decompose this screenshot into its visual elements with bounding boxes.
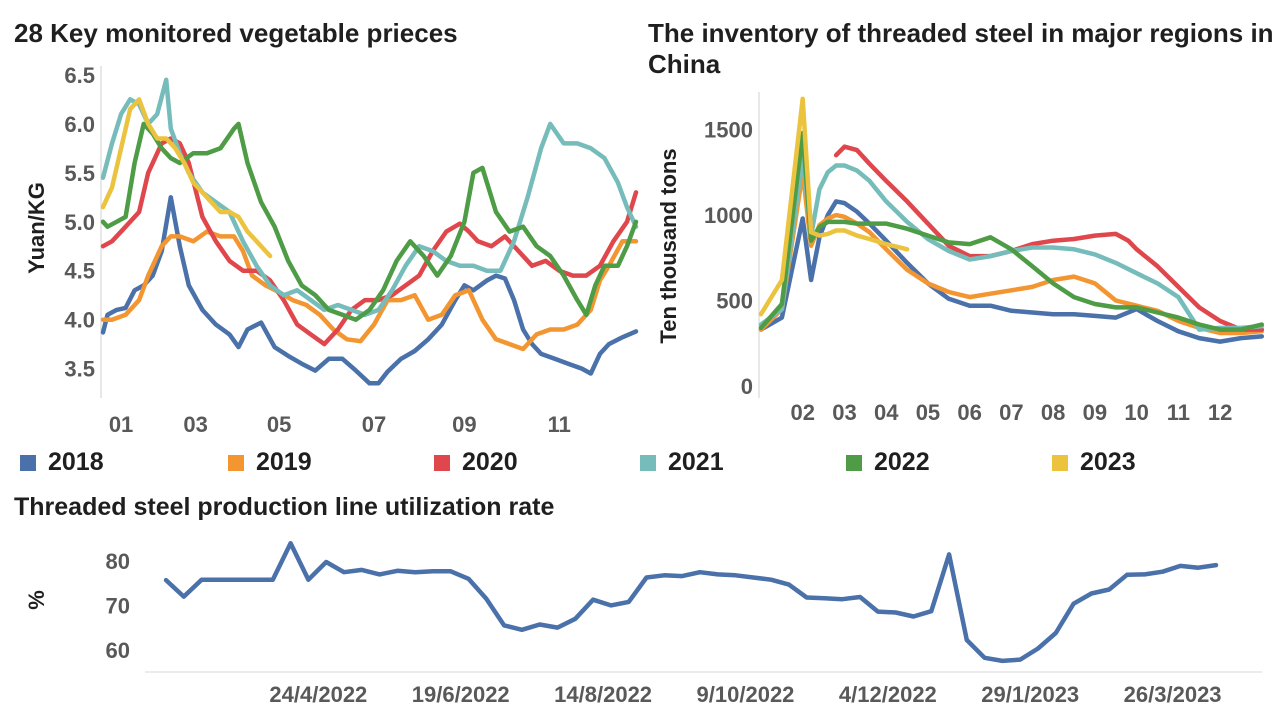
x-tick-label: 05 (916, 400, 940, 425)
vegetable-price-chart: Yuan/KG 6.5 6.0 5.5 5.0 4.5 4.0 3.5 01 03 05 07 09… (24, 63, 639, 437)
legend-swatch-2018 (20, 454, 36, 471)
utilization-line (163, 541, 1219, 664)
y-tick-label: 5.5 (64, 161, 95, 186)
y-tick-label: 70 (106, 593, 130, 618)
legend-label: 2020 (462, 448, 518, 476)
x-tick-label: 9/10/2022 (697, 682, 795, 707)
legend-label: 2023 (1080, 448, 1136, 476)
legend-swatch-2023 (1052, 454, 1068, 471)
series-line-2020 (833, 144, 1265, 332)
inventory-y-ticks: 1500 1000 500 0 (704, 118, 753, 399)
x-tick-label: 11 (1167, 400, 1190, 425)
vegetable-series (100, 77, 639, 386)
x-tick-label: 12 (1208, 400, 1232, 425)
y-tick-label: 1500 (704, 118, 753, 143)
legend-label: 2018 (48, 448, 104, 476)
legend-label: 2022 (874, 448, 930, 476)
x-tick-label: 03 (832, 400, 856, 425)
y-tick-label: 3.5 (64, 357, 95, 382)
vegetable-y-axis-label: Yuan/KG (24, 182, 49, 274)
y-tick-label: 80 (106, 549, 130, 574)
legend-item-2020: 2020 (434, 448, 518, 477)
y-tick-label: 4.5 (64, 259, 95, 284)
utilization-series (163, 541, 1219, 664)
x-tick-label: 09 (452, 412, 476, 437)
y-tick-label: 6.5 (64, 63, 95, 88)
legend-label: 2019 (256, 448, 312, 476)
series-line-2021 (758, 154, 1265, 332)
x-tick-label: 24/4/2022 (269, 682, 367, 707)
x-tick-label: 19/6/2022 (412, 682, 510, 707)
legend-item-2019: 2019 (228, 448, 312, 477)
x-tick-label: 11 (548, 412, 571, 437)
utilization-x-ticks: 24/4/2022 19/6/2022 14/8/2022 9/10/2022 4/12… (269, 682, 1221, 707)
legend-swatch-2022 (846, 454, 862, 471)
x-tick-label: 08 (1041, 400, 1065, 425)
x-tick-label: 07 (362, 412, 386, 437)
legend-swatch-2020 (434, 454, 450, 471)
y-tick-label: 0 (741, 374, 753, 399)
x-tick-label: 02 (790, 400, 814, 425)
y-tick-label: 6.0 (64, 112, 95, 137)
y-tick-label: 1000 (704, 203, 753, 228)
inventory-series (758, 96, 1265, 344)
y-tick-label: 60 (106, 638, 130, 663)
x-tick-label: 10 (1124, 400, 1148, 425)
y-tick-label: 4.0 (64, 308, 95, 333)
series-line-2018 (100, 195, 639, 386)
x-tick-label: 03 (183, 412, 207, 437)
x-tick-label: 01 (109, 412, 133, 437)
x-tick-label: 4/12/2022 (839, 682, 937, 707)
legend-item-2018: 2018 (20, 448, 104, 477)
legend-swatch-2021 (640, 454, 656, 471)
x-tick-label: 05 (267, 412, 291, 437)
legend-item-2021: 2021 (640, 448, 724, 477)
steel-inventory-chart-title: The inventory of threaded steel in major… (648, 18, 1274, 80)
vegetable-x-ticks: 01 03 05 07 09 11 (109, 412, 571, 437)
inventory-x-ticks: 02 03 04 05 06 07 08 09 10 11 12 (790, 400, 1232, 425)
utilization-y-ticks: 80 70 60 (106, 549, 130, 663)
series-line-2022 (758, 130, 1265, 332)
x-tick-label: 04 (874, 400, 899, 425)
vegetable-chart-title: 28 Key monitored vegetable prieces (14, 18, 458, 48)
inventory-y-axis-label: Ten thousand tons (656, 148, 681, 343)
x-tick-label: 29/1/2023 (981, 682, 1079, 707)
utilization-chart-title: Threaded steel production line utilizati… (14, 493, 555, 521)
series-line-2023 (758, 96, 910, 317)
x-tick-label: 26/3/2023 (1124, 682, 1222, 707)
utilization-chart: % 80 70 60 24/4/2022 19/6/2022 14/8/2022 9/10… (24, 541, 1262, 707)
legend-swatch-2019 (228, 454, 244, 471)
x-tick-label: 07 (999, 400, 1023, 425)
series-line-2020 (100, 136, 639, 347)
y-tick-label: 5.0 (64, 210, 95, 235)
legend-item-2023: 2023 (1052, 448, 1136, 477)
vegetable-y-ticks: 6.5 6.0 5.5 5.0 4.5 4.0 3.5 (64, 63, 95, 382)
legend-item-2022: 2022 (846, 448, 930, 477)
utilization-y-axis-label: % (24, 590, 49, 610)
series-line-2023 (100, 97, 273, 259)
x-tick-label: 06 (957, 400, 981, 425)
shared-legend: 2018 2019 2020 2021 2022 2023 (0, 448, 1280, 484)
series-line-2022 (100, 121, 639, 322)
y-tick-label: 500 (716, 289, 753, 314)
x-tick-label: 09 (1083, 400, 1107, 425)
x-tick-label: 14/8/2022 (554, 682, 652, 707)
legend-label: 2021 (668, 448, 724, 476)
series-line-2019 (100, 229, 639, 352)
series-line-2021 (100, 77, 639, 318)
